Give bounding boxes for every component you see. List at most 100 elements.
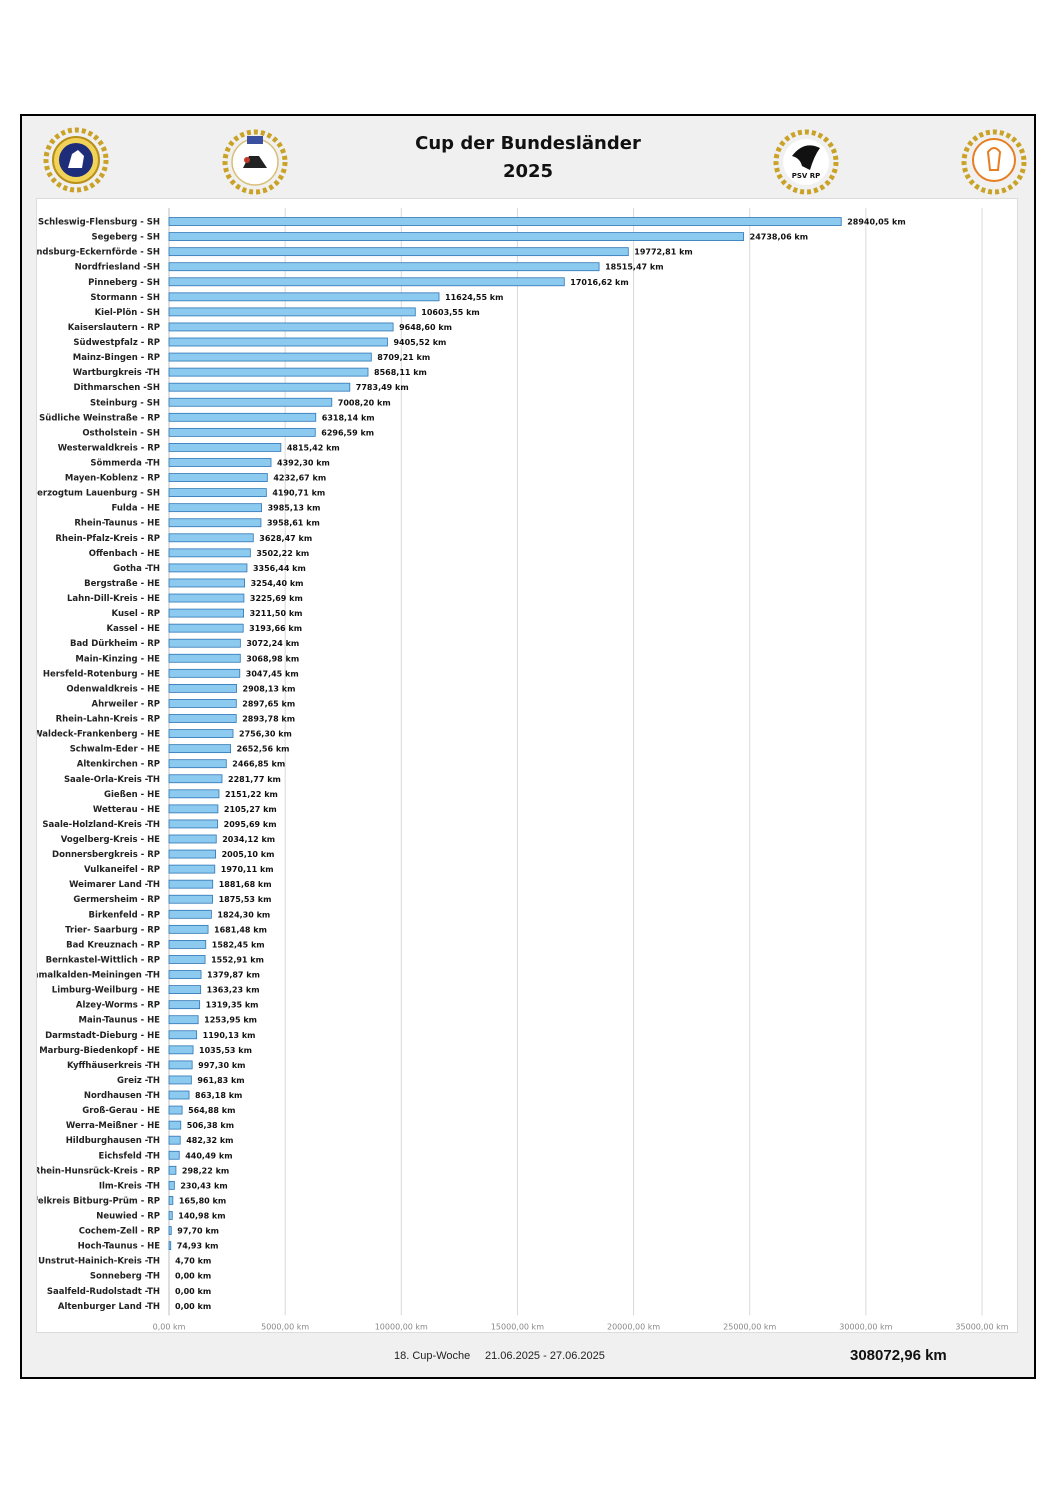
data-label: 3193,66 km [249,624,302,633]
bar [168,623,244,633]
bar [168,729,234,738]
bar [168,864,216,874]
bar [168,683,237,693]
category-label: Ostholstein - SH [82,428,160,438]
category-label: Donnersbergkreis - RP [52,850,160,860]
data-label: 3502,22 km [256,549,309,558]
bar [168,1090,190,1100]
bar [168,955,206,964]
bar [168,1180,175,1190]
data-label: 24738,06 km [750,233,808,242]
category-label: Ahrweiler - RP [92,699,160,709]
data-label: 1253,95 km [204,1016,257,1025]
data-label: 7783,49 km [356,383,409,392]
category-label: Bernkastel-Wittlich - RP [46,955,160,965]
category-label: Offenbach - HE [89,549,160,559]
bar [168,307,416,317]
category-label: Mayen-Koblenz - RP [65,474,160,484]
bar [168,909,212,919]
category-label: Stormann - SH [90,293,160,303]
category-label: Vogelberg-Kreis - HE [61,835,160,845]
bar [168,427,316,437]
category-label: Schleswig-Flensburg - SH [38,218,160,228]
category-label: Eifelkreis Bitburg-Prüm - RP [37,1196,160,1206]
category-label: Darmstadt-Dieburg - HE [45,1031,160,1041]
data-label: 2095,69 km [224,820,277,829]
data-label: 8709,21 km [377,353,430,362]
data-label: 1319,35 km [206,1001,259,1010]
svg-text:PSV RP: PSV RP [792,172,821,180]
category-label: Kaiserslautern - RP [68,323,160,333]
bar [168,1045,194,1055]
category-label: Ilm-Kreis -TH [99,1181,160,1191]
data-label: 2897,65 km [242,699,295,708]
bar [168,1135,181,1145]
data-label: 1582,45 km [212,940,265,949]
bar [168,1211,173,1220]
data-label: 4190,71 km [272,489,325,498]
category-label: Hoch-Taunus - HE [78,1242,161,1252]
data-label: 7008,20 km [338,398,391,407]
bar [168,1241,172,1251]
x-tick-label: 10000,00 km [375,1322,428,1331]
bar [168,849,216,859]
category-label: Kiel-Plön - SH [95,308,160,318]
data-label: 2466,85 km [232,760,285,769]
bar [168,744,232,754]
bar [168,1030,198,1040]
category-label: Birkenfeld - RP [88,910,160,920]
bar [168,232,745,241]
category-label: Herzogtum Lauenburg - SH [37,489,160,499]
data-label: 4392,30 km [277,458,330,467]
category-label: Mainz-Bingen - RP [73,353,160,363]
data-label: 3985,13 km [268,504,321,513]
category-label: Schmalkalden-Meiningen -TH [37,971,160,981]
data-label: 28940,05 km [847,218,905,227]
category-label: Bad Dürkheim - RP [70,639,160,649]
category-label: Schwalm-Eder - HE [70,745,161,755]
cup-week-label: 18. Cup-Woche [394,1350,471,1362]
data-label: 9405,52 km [393,338,446,347]
data-label: 165,80 km [179,1196,226,1205]
data-label: 3356,44 km [253,564,306,573]
category-label: Main-Taunus - HE [79,1016,161,1026]
data-label: 17016,62 km [570,278,628,287]
bar [168,337,388,347]
category-label: Lahn-Dill-Kreis - HE [67,594,160,604]
category-label: Nordfriesland -SH [75,263,160,273]
category-label: Gießen - HE [104,790,160,800]
data-label: 3072,24 km [246,639,299,648]
bar [168,1150,180,1160]
bar [168,458,272,467]
category-label: Bergstraße - HE [84,579,160,589]
category-label: Waldeck-Frankenberg - HE [37,730,160,740]
bar [168,1226,172,1235]
bar [168,804,219,814]
data-label: 298,22 km [182,1166,229,1175]
data-label: 1190,13 km [203,1031,256,1040]
bar [168,367,369,377]
bar [168,277,565,287]
bar [168,533,254,543]
category-label: Bad Kreuznach - RP [66,940,160,950]
bar-chart: 0,00 km 5000,00 km 10000,00 km 15000,00 km 2… [37,208,1009,1331]
data-label: 2151,22 km [225,790,278,799]
category-label: Kassel - HE [107,624,161,634]
x-tick-label: 15000,00 km [491,1322,544,1331]
category-label: Neuwied - RP [96,1211,160,1221]
data-label: 6318,14 km [322,413,375,422]
bar [168,1015,199,1025]
data-label: 1970,11 km [221,865,274,874]
data-label: 564,88 km [188,1106,235,1115]
x-tick-label: 25000,00 km [723,1322,776,1331]
bar [168,1196,174,1205]
bar [168,352,372,362]
category-label: Dithmarschen -SH [73,383,160,393]
total-distance-label: 308072,96 km [850,1347,947,1364]
data-label: 2105,27 km [224,805,277,814]
category-label: Steinburg - SH [90,398,160,408]
bar [168,608,244,618]
bar [168,714,237,723]
bar [168,217,842,226]
category-label: Saale-Orla-Kreis -TH [64,775,160,785]
